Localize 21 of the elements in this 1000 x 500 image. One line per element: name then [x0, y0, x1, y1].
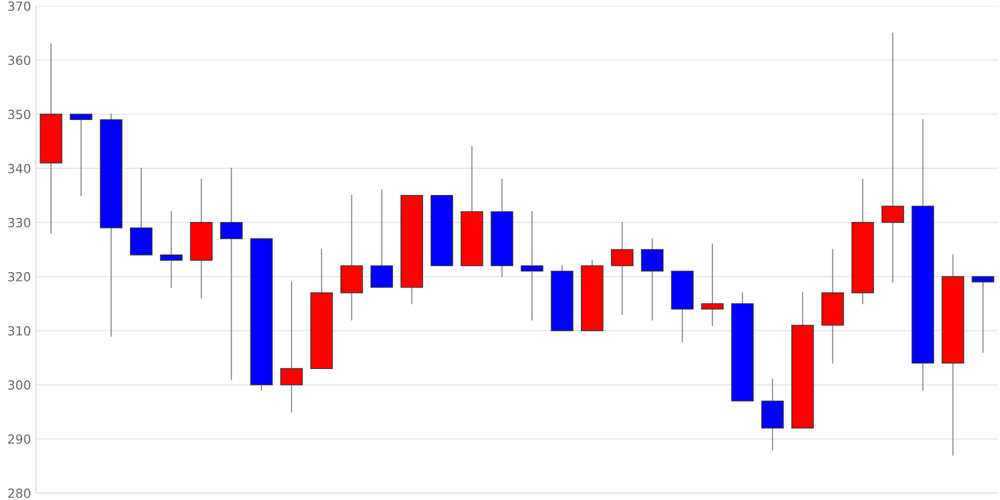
- candlestick: [220, 168, 243, 380]
- y-tick-label: 290: [8, 434, 30, 444]
- y-tick-label: 300: [8, 380, 30, 390]
- candlestick: [160, 211, 183, 288]
- y-tick-label: 310: [8, 326, 30, 336]
- candlestick: [70, 114, 92, 196]
- candlestick: [882, 32, 904, 283]
- y-tick-label: 340: [8, 164, 30, 174]
- candlestick: [701, 244, 724, 326]
- candlestick: [972, 276, 994, 353]
- candlestick: [641, 238, 664, 320]
- y-tick-label: 360: [8, 56, 30, 66]
- y-tick-label: 280: [8, 488, 30, 498]
- candlestick: [370, 189, 393, 288]
- y-tick-label: 330: [8, 218, 30, 228]
- y-tick-label: 370: [8, 1, 30, 11]
- candlestick: [520, 211, 544, 320]
- y-tick-label: 320: [8, 272, 30, 282]
- y-tick-label: 350: [8, 110, 30, 120]
- candlestick: [280, 281, 303, 412]
- candlestick: [610, 222, 634, 315]
